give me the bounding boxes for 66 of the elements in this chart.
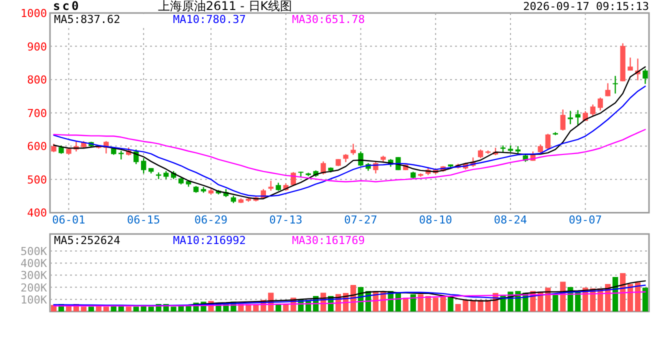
candlestick xyxy=(320,160,326,176)
y-tick-label: 400K xyxy=(20,257,48,270)
candlestick xyxy=(590,104,596,116)
y-tick-label: 500K xyxy=(20,244,48,258)
x-tick-label: 08-24 xyxy=(494,214,528,227)
x-tick-label: 06-15 xyxy=(127,214,160,227)
text: MA10:216992 xyxy=(173,234,246,247)
bar xyxy=(425,296,431,312)
text: MA5:252624 xyxy=(54,234,121,247)
candlestick xyxy=(598,96,603,112)
text: MA30:161769 xyxy=(292,234,365,247)
x-tick-label: 07-13 xyxy=(269,214,302,227)
candlestick xyxy=(642,68,648,84)
bar xyxy=(455,304,461,312)
bar xyxy=(432,298,438,312)
bar xyxy=(133,306,139,312)
candlestick xyxy=(605,82,610,97)
y-tick-label: 300K xyxy=(20,269,48,282)
y-tick-label: 200K xyxy=(20,281,48,294)
bar xyxy=(627,284,634,312)
candlestick xyxy=(350,143,356,156)
candlestick xyxy=(560,108,566,132)
line-series xyxy=(53,128,646,182)
bar xyxy=(642,288,648,312)
bar xyxy=(148,306,154,312)
bar xyxy=(80,306,86,312)
x-tick-label: 09-07 xyxy=(568,214,602,227)
bar xyxy=(103,306,109,312)
chart-title: 上海原油2611 - 日K线图 xyxy=(158,0,292,13)
y-tick-label: 100K xyxy=(20,293,48,306)
text: 2026-09-17 09:15:13 xyxy=(523,0,649,13)
x-tick-label: 06-01 xyxy=(52,214,86,227)
x-tick-label: 06-29 xyxy=(194,214,228,227)
line-series xyxy=(53,291,646,307)
line-series xyxy=(188,280,646,306)
text: MA5:837.62 xyxy=(54,13,120,26)
candlestick xyxy=(612,75,618,94)
candlestick xyxy=(575,110,580,126)
candlestick xyxy=(358,150,364,167)
x-tick-label: 07-27 xyxy=(344,214,378,227)
candlestick xyxy=(140,158,146,174)
bar xyxy=(418,294,424,312)
text: sc0 xyxy=(53,0,81,13)
bar xyxy=(283,304,289,312)
bar xyxy=(410,294,416,312)
y-tick-label: 500 xyxy=(27,173,47,186)
y-tick-label: 900 xyxy=(27,40,47,54)
text: MA30:651.78 xyxy=(292,13,365,26)
bar xyxy=(545,288,551,312)
bar xyxy=(402,298,408,312)
x-tick-label: 08-10 xyxy=(419,214,452,227)
y-tick-label: 800 xyxy=(27,74,47,87)
bar xyxy=(552,295,558,312)
candlestick xyxy=(545,133,551,150)
bar xyxy=(88,306,94,312)
y-tick-label: 700 xyxy=(27,106,47,120)
line-series xyxy=(53,284,646,306)
y-tick-label: 1000 xyxy=(20,7,47,20)
bar xyxy=(126,306,132,312)
bar xyxy=(440,296,446,312)
candlestick xyxy=(268,180,274,192)
candlestick xyxy=(628,57,633,72)
y-tick-label: 600 xyxy=(27,140,47,154)
text: MA10:780.37 xyxy=(173,13,246,26)
y-tick-label: 400 xyxy=(27,206,47,220)
line-series xyxy=(53,86,646,197)
